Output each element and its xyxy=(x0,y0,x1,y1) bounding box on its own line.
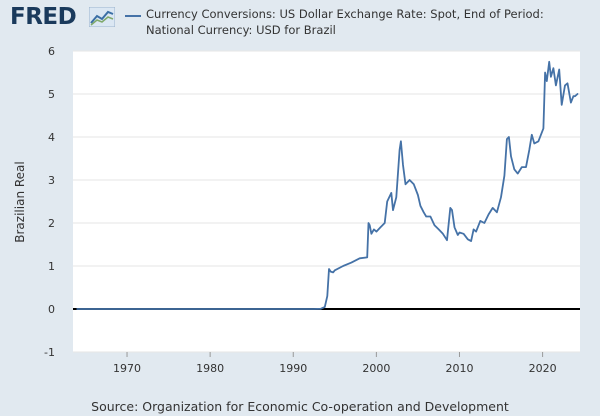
y-tick-label: 2 xyxy=(48,217,55,230)
source-note: Source: Organization for Economic Co-ope… xyxy=(91,399,509,414)
legend-label: Currency Conversions: US Dollar Exchange… xyxy=(146,7,544,37)
plot-area xyxy=(73,51,580,352)
legend-swatch xyxy=(125,15,141,17)
y-tick-label: 4 xyxy=(48,131,55,144)
fred-graph-icon xyxy=(89,7,115,27)
x-tick-label: 1980 xyxy=(196,362,224,375)
chart-header: FRED Currency Conversions: US Dollar Exc… xyxy=(0,0,600,44)
y-tick-label: 6 xyxy=(48,45,55,58)
y-tick-label: 0 xyxy=(48,303,55,316)
x-tick-label: 2000 xyxy=(362,362,390,375)
x-tick-label: 2010 xyxy=(445,362,473,375)
x-tick-label: 2020 xyxy=(529,362,557,375)
y-tick-label: 1 xyxy=(48,260,55,273)
fred-logo[interactable]: FRED xyxy=(10,4,77,30)
y-tick-label: 5 xyxy=(48,88,55,101)
x-tick-label: 1990 xyxy=(279,362,307,375)
series-line xyxy=(76,60,579,310)
y-tick-label: -1 xyxy=(44,346,55,359)
x-tick-label: 1970 xyxy=(113,362,141,375)
y-tick-label: 3 xyxy=(48,174,55,187)
